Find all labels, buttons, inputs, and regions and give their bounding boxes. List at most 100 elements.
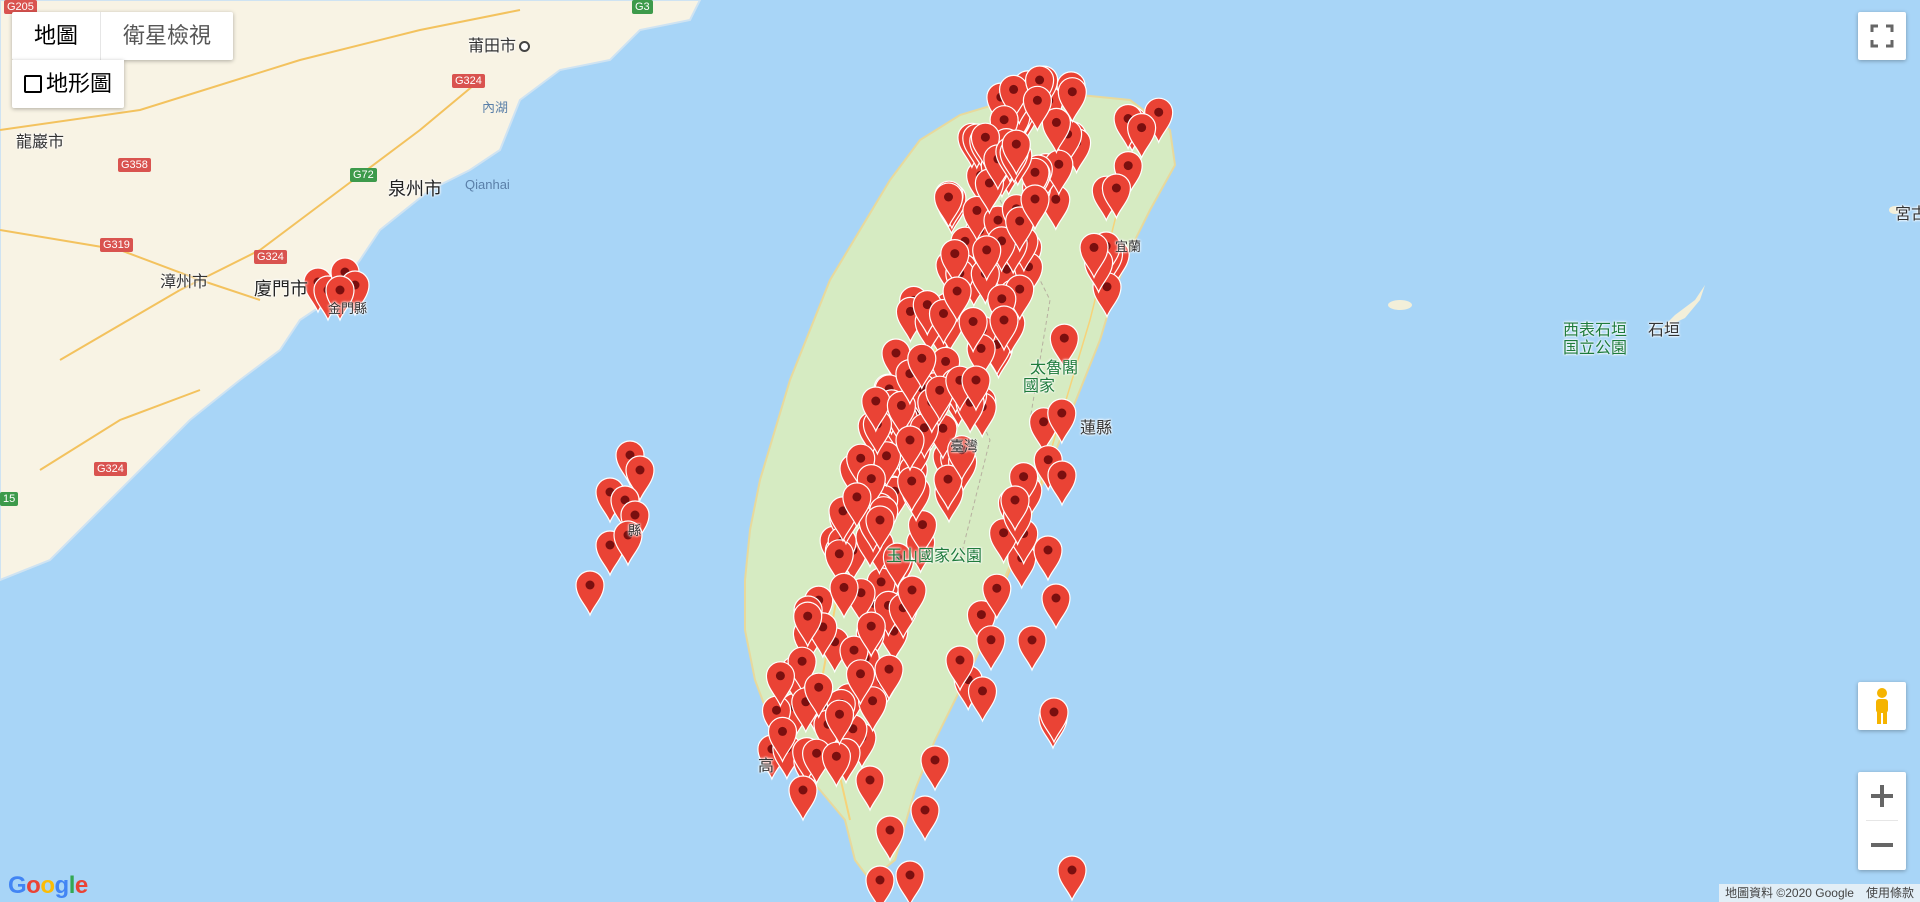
map-marker[interactable] bbox=[967, 676, 998, 723]
map-marker[interactable] bbox=[1049, 323, 1079, 370]
map-marker[interactable] bbox=[1020, 157, 1050, 204]
map-marker[interactable] bbox=[857, 686, 888, 733]
map-marker[interactable] bbox=[1033, 535, 1063, 582]
map-marker[interactable] bbox=[886, 390, 917, 438]
road-shield: G3 bbox=[632, 0, 653, 14]
map-marker[interactable] bbox=[933, 182, 964, 229]
map-marker[interactable] bbox=[897, 575, 927, 622]
map-marker[interactable] bbox=[842, 482, 872, 529]
checkbox-icon[interactable] bbox=[24, 75, 42, 93]
map-marker[interactable] bbox=[855, 765, 885, 812]
map-marker[interactable] bbox=[882, 542, 913, 589]
map-marker[interactable] bbox=[940, 239, 970, 286]
map-marker[interactable] bbox=[767, 716, 798, 764]
map-marker[interactable] bbox=[1041, 583, 1071, 630]
satellite-button[interactable]: 衛星檢視 bbox=[100, 12, 233, 60]
map-marker[interactable] bbox=[1057, 77, 1087, 124]
marker-dot bbox=[999, 528, 1009, 538]
map-marker[interactable] bbox=[613, 520, 643, 567]
map-marker[interactable] bbox=[1000, 485, 1030, 532]
map-marker[interactable] bbox=[625, 455, 655, 502]
marker-dot bbox=[1054, 159, 1064, 169]
marker-dot bbox=[1010, 495, 1020, 505]
map-marker[interactable] bbox=[1017, 625, 1047, 672]
map-marker[interactable] bbox=[895, 425, 925, 472]
map-marker[interactable] bbox=[961, 365, 991, 412]
map-marker[interactable] bbox=[1047, 398, 1077, 445]
map-marker[interactable] bbox=[325, 275, 355, 322]
label-xiamen: 廈門市 bbox=[254, 279, 308, 299]
map-marker[interactable] bbox=[845, 659, 876, 706]
map-data-attribution: 地圖資料 ©2020 Google bbox=[1725, 886, 1854, 900]
marker-dot bbox=[335, 285, 345, 295]
map-marker[interactable] bbox=[824, 539, 854, 586]
map-marker[interactable] bbox=[575, 570, 605, 617]
map-marker[interactable] bbox=[821, 741, 852, 788]
map-marker[interactable] bbox=[972, 235, 1002, 282]
map-marker[interactable] bbox=[976, 625, 1006, 672]
map-marker[interactable] bbox=[1057, 855, 1087, 902]
map-button[interactable]: 地圖 bbox=[34, 23, 79, 48]
marker-dot bbox=[986, 635, 996, 645]
map-marker[interactable] bbox=[1079, 232, 1109, 280]
terms-link[interactable]: 使用條款 bbox=[1865, 886, 1914, 900]
yonaguni-island bbox=[1388, 300, 1412, 310]
road-shield: 15 bbox=[0, 492, 19, 506]
map-marker[interactable] bbox=[989, 305, 1019, 352]
map-marker[interactable] bbox=[788, 775, 818, 822]
zoom-in-button[interactable] bbox=[1858, 772, 1906, 820]
zoom-out-button[interactable] bbox=[1858, 821, 1906, 869]
marker-dot bbox=[955, 655, 965, 665]
marker-dot bbox=[950, 249, 960, 259]
map-marker[interactable] bbox=[982, 573, 1012, 620]
map-marker[interactable] bbox=[765, 661, 796, 708]
marker-dot bbox=[1051, 117, 1061, 127]
map-marker[interactable] bbox=[920, 745, 950, 792]
map-marker[interactable] bbox=[958, 306, 988, 354]
marker-layer bbox=[303, 65, 1174, 902]
map-marker[interactable] bbox=[1101, 173, 1132, 220]
map-marker[interactable] bbox=[1039, 697, 1069, 744]
map-marker[interactable] bbox=[856, 611, 886, 658]
map-marker[interactable] bbox=[907, 510, 938, 557]
map-marker[interactable] bbox=[1020, 184, 1050, 231]
map-marker[interactable] bbox=[1005, 206, 1035, 253]
fullscreen-button[interactable] bbox=[1858, 12, 1906, 60]
google-logo[interactable]: Google bbox=[8, 872, 88, 899]
map-marker[interactable] bbox=[933, 464, 963, 511]
marker-dot bbox=[1030, 194, 1040, 204]
map-marker[interactable] bbox=[907, 343, 937, 390]
marker-dot bbox=[1039, 417, 1049, 427]
map-marker[interactable] bbox=[1047, 460, 1077, 507]
map-marker[interactable] bbox=[1041, 107, 1072, 155]
map-marker[interactable] bbox=[895, 860, 925, 902]
marker-dot bbox=[856, 669, 865, 679]
map-marker[interactable] bbox=[875, 815, 905, 862]
road-shield: G205 bbox=[4, 0, 37, 14]
map-marker[interactable] bbox=[865, 865, 895, 902]
marker-dot bbox=[907, 585, 917, 595]
map-marker[interactable] bbox=[804, 672, 834, 719]
map-marker[interactable] bbox=[824, 699, 855, 746]
marker-dot bbox=[798, 785, 808, 795]
label-taroko-2: 國家 bbox=[1023, 378, 1056, 395]
map-marker[interactable] bbox=[910, 795, 940, 842]
marker-dot bbox=[1067, 865, 1077, 875]
map-marker[interactable] bbox=[1001, 129, 1031, 176]
map-marker[interactable] bbox=[942, 276, 972, 323]
map-marker[interactable] bbox=[829, 572, 859, 620]
map-marker[interactable] bbox=[861, 386, 891, 433]
map-marker[interactable] bbox=[1022, 85, 1053, 132]
map-marker[interactable] bbox=[947, 435, 977, 482]
map-marker[interactable] bbox=[874, 654, 904, 701]
map-marker[interactable] bbox=[1126, 113, 1157, 160]
marker-dot bbox=[868, 696, 878, 706]
marker-dot bbox=[884, 664, 894, 674]
map-marker[interactable] bbox=[865, 505, 895, 552]
marker-dot bbox=[778, 726, 787, 736]
street-view-button[interactable] bbox=[1858, 682, 1906, 730]
terrain-checkbox[interactable]: 地形圖 bbox=[12, 60, 125, 108]
map-marker[interactable] bbox=[945, 645, 975, 692]
map-marker[interactable] bbox=[793, 601, 823, 648]
